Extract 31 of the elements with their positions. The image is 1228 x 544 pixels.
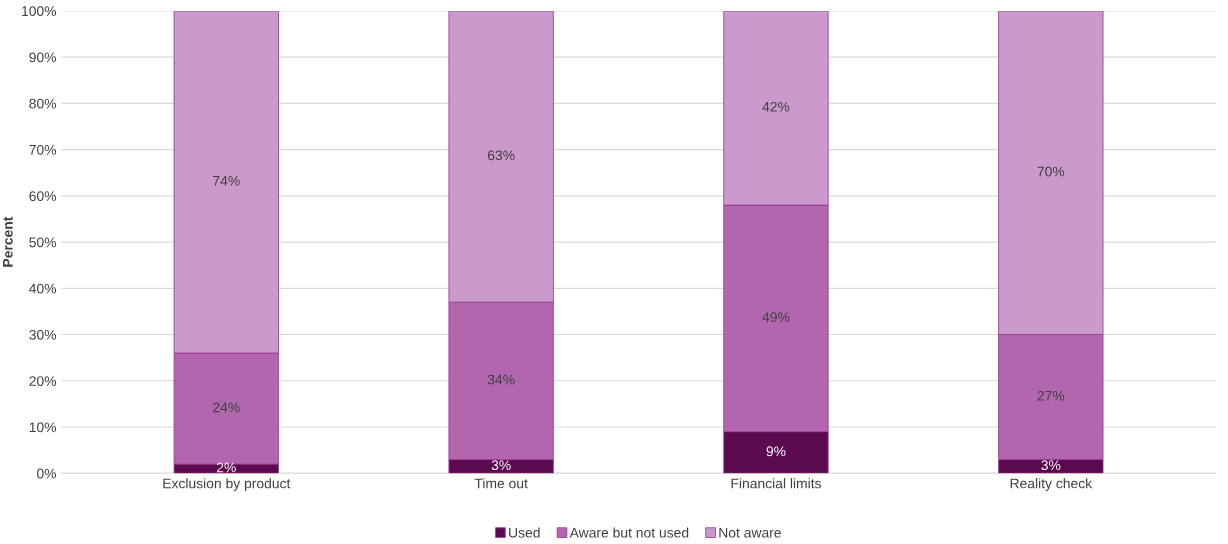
data-label: 34% <box>487 374 515 385</box>
data-label: 3% <box>1041 460 1061 471</box>
data-label: 9% <box>766 446 786 457</box>
data-label: 74% <box>213 175 240 186</box>
y-tick-label: 0% <box>37 468 57 479</box>
legend-label: Used <box>509 527 540 538</box>
y-axis-title: Percent <box>3 216 13 267</box>
data-label: 2% <box>216 462 236 473</box>
data-label: 63% <box>487 150 515 161</box>
data-label: 42% <box>762 101 790 112</box>
x-tick-label: Exclusion by product <box>163 478 291 492</box>
y-tick-label: 70% <box>29 144 57 155</box>
data-label: 24% <box>213 402 240 413</box>
y-tick-label: 40% <box>29 283 57 294</box>
y-tick-label: 60% <box>29 191 57 202</box>
data-label: 3% <box>491 460 511 471</box>
y-tick-label: 100% <box>22 6 57 17</box>
x-tick-label: Financial limits <box>731 478 822 489</box>
x-tick-label: Time out <box>474 478 528 489</box>
y-tick-label: 80% <box>29 98 57 109</box>
data-label: 49% <box>762 312 790 323</box>
y-tick-label: 20% <box>29 376 57 386</box>
data-label: 27% <box>1037 390 1065 401</box>
legend-label: Not aware <box>719 527 781 538</box>
data-label: 70% <box>1037 166 1065 177</box>
y-tick-label: 10% <box>29 422 57 433</box>
x-tick-label: Reality check <box>1010 478 1093 492</box>
y-tick-label: 50% <box>29 237 57 248</box>
legend-label: Aware but not used <box>569 527 689 538</box>
y-tick-label: 30% <box>29 329 57 340</box>
y-tick-label: 90% <box>29 52 57 63</box>
